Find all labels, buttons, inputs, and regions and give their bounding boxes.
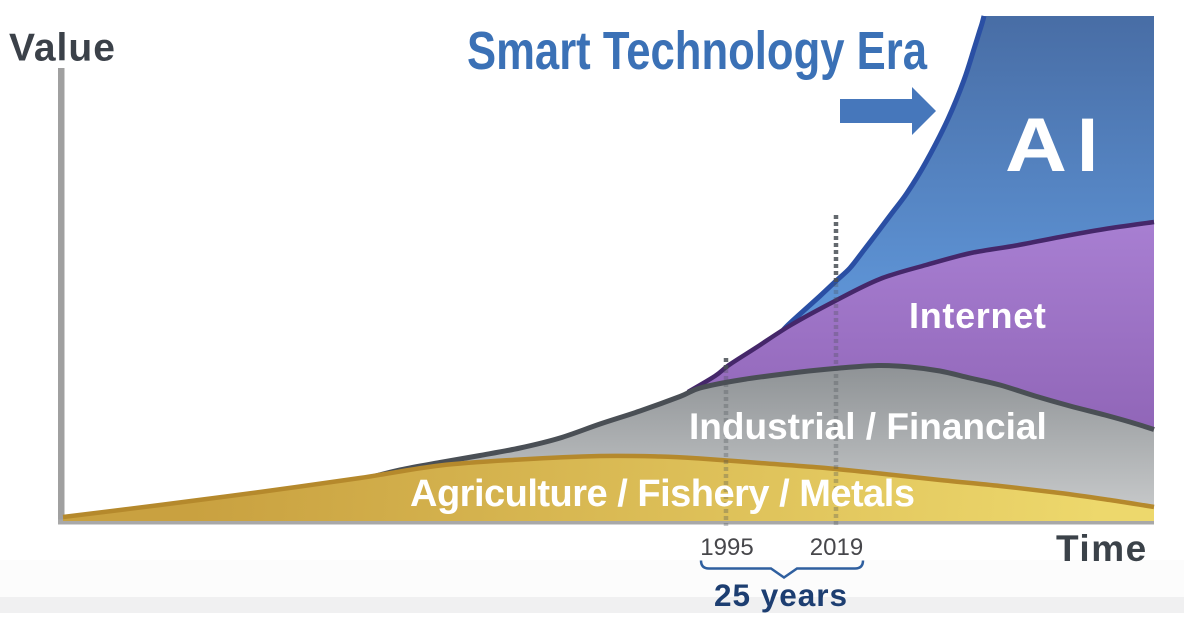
svg-text:Time: Time (1056, 528, 1148, 569)
svg-text:25 years: 25 years (714, 577, 848, 613)
svg-text:I: I (1077, 103, 1098, 188)
svg-text:A: A (1005, 103, 1067, 188)
svg-text:Value: Value (9, 27, 116, 70)
svg-text:1995: 1995 (700, 534, 753, 561)
svg-text:Internet: Internet (909, 295, 1047, 336)
svg-text:Industrial / Financial: Industrial / Financial (689, 406, 1047, 447)
svg-text:Smart Technology Era: Smart Technology Era (467, 21, 928, 81)
svg-text:Agriculture / Fishery / Metals: Agriculture / Fishery / Metals (410, 473, 914, 515)
svg-text:2019: 2019 (810, 534, 863, 561)
